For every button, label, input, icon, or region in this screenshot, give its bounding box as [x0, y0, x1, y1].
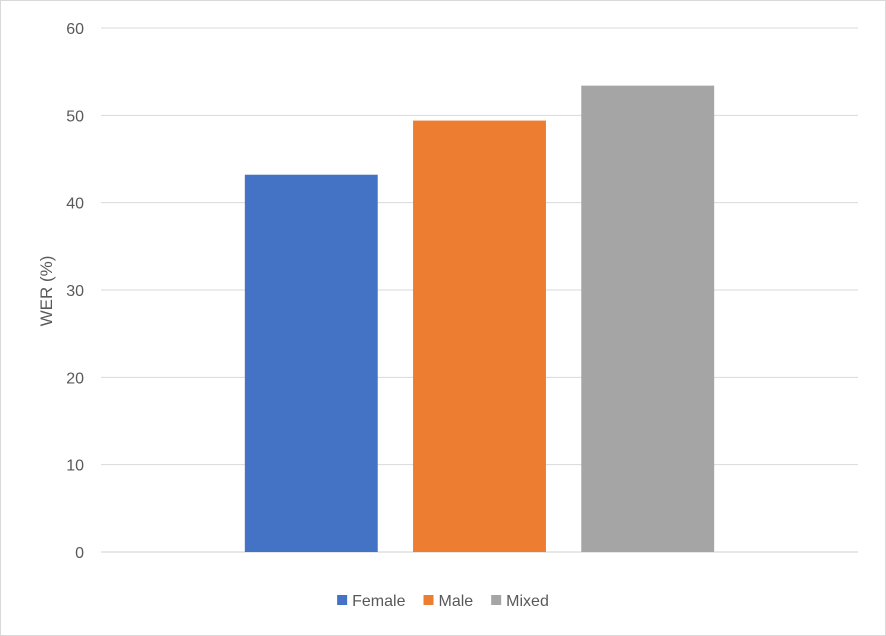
legend-label: Male — [438, 593, 473, 610]
bar-male — [413, 120, 546, 552]
legend-item: Male — [423, 593, 473, 610]
y-axis-ticks: 0 10 20 30 40 50 60 — [66, 21, 84, 562]
legend-swatch — [491, 595, 502, 605]
legend-label: Mixed — [506, 593, 549, 610]
y-tick-label: 30 — [66, 283, 84, 300]
y-axis-title: WER (%) — [37, 256, 56, 327]
bar-mixed — [581, 85, 715, 552]
y-tick-label: 50 — [66, 108, 84, 125]
legend: Female Male Mixed — [337, 593, 549, 610]
legend-item: Mixed — [491, 593, 549, 610]
legend-item: Female — [337, 593, 406, 610]
legend-swatch — [423, 595, 434, 605]
bar-female — [244, 174, 378, 552]
y-tick-label: 60 — [66, 21, 84, 38]
y-tick-label: 10 — [66, 458, 84, 475]
y-tick-label: 40 — [66, 196, 84, 213]
legend-swatch — [337, 595, 348, 605]
y-tick-label: 20 — [66, 370, 84, 387]
legend-label: Female — [352, 593, 405, 610]
bars — [244, 85, 715, 552]
y-tick-label: 0 — [75, 545, 84, 562]
